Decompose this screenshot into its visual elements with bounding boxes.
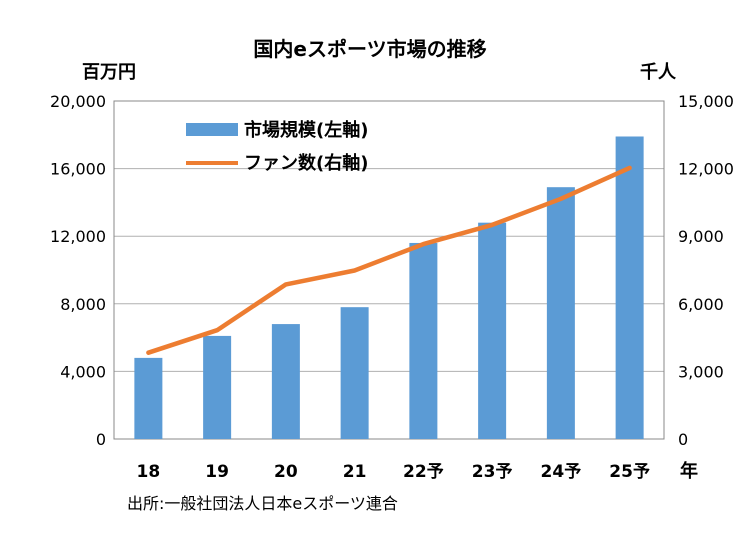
x-axis-unit: 年 — [680, 460, 698, 482]
legend-label-line: ファン数(右軸) — [244, 152, 368, 174]
left-tick-label: 8,000 — [60, 295, 106, 314]
legend: 市場規模(左軸) ファン数(右軸) — [186, 119, 368, 174]
source-note: 出所:一般社団法人日本eスポーツ連合 — [127, 494, 398, 513]
bar — [478, 222, 507, 439]
right-tick-label: 15,000 — [678, 92, 734, 111]
legend-label-bar: 市場規模(左軸) — [244, 119, 368, 141]
left-axis-unit: 百万円 — [82, 62, 136, 83]
x-tick-label: 18 — [137, 462, 161, 482]
right-tick-label: 0 — [678, 430, 688, 449]
bar — [409, 242, 438, 439]
bar — [271, 324, 300, 439]
line-series — [146, 165, 632, 355]
left-axis-ticks: 0 4,000 8,000 12,000 16,000 20,000 — [50, 92, 106, 449]
x-tick-label: 22予 — [403, 462, 444, 482]
x-tick-label: 19 — [205, 462, 229, 482]
x-axis-ticks: 18 19 20 21 22予 23予 24予 25予 — [137, 462, 650, 482]
right-tick-label: 12,000 — [678, 160, 734, 179]
left-tick-label: 4,000 — [60, 362, 106, 381]
left-tick-label: 20,000 — [50, 92, 106, 111]
fan-count-line — [146, 165, 632, 355]
x-tick-label: 23予 — [472, 462, 513, 482]
bar — [340, 307, 369, 439]
x-tick-label: 25予 — [609, 462, 650, 482]
bar — [546, 187, 575, 439]
bar — [615, 136, 644, 440]
x-tick-label: 24予 — [541, 462, 582, 482]
right-axis-ticks: 0 3,000 6,000 9,000 12,000 15,000 — [678, 92, 734, 449]
bar — [203, 335, 232, 439]
right-tick-label: 6,000 — [678, 295, 724, 314]
chart-title: 国内eスポーツ市場の推移 — [253, 37, 486, 61]
right-tick-label: 9,000 — [678, 227, 724, 246]
legend-swatch-bar — [186, 123, 238, 136]
bar — [134, 357, 163, 439]
x-tick-label: 21 — [343, 462, 367, 482]
plot-area — [113, 100, 665, 440]
left-tick-label: 0 — [96, 430, 106, 449]
x-tick-label: 20 — [274, 462, 298, 482]
right-tick-label: 3,000 — [678, 362, 724, 381]
left-tick-label: 16,000 — [50, 160, 106, 179]
left-tick-label: 12,000 — [50, 227, 106, 246]
bar-series — [134, 136, 644, 440]
gridlines — [114, 168, 664, 372]
right-axis-unit: 千人 — [640, 62, 677, 83]
